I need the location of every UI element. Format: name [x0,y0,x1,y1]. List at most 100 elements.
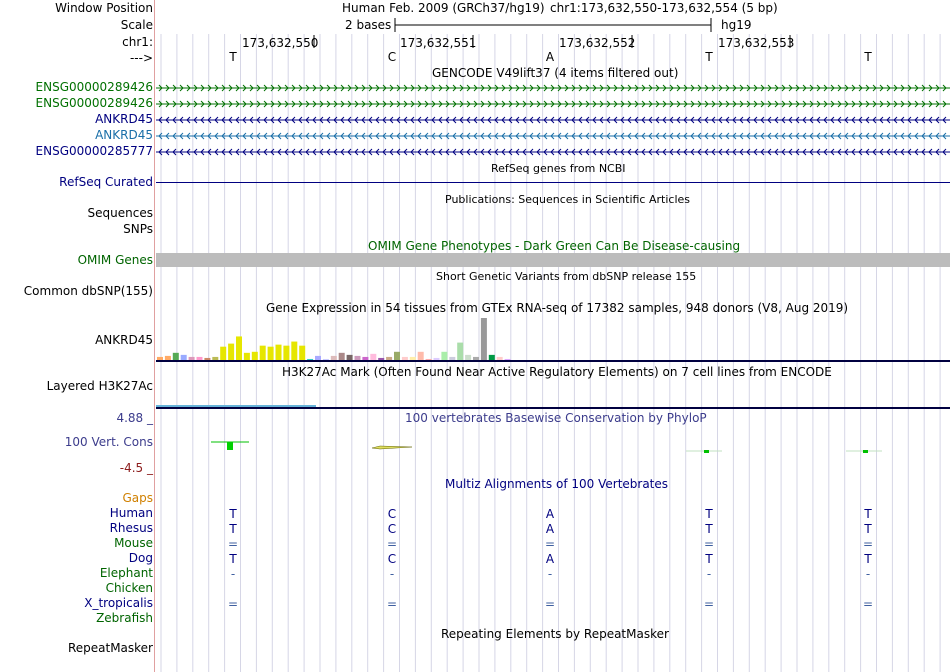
gtex-tissue-bar [267,346,274,360]
gtex-tissue-bar [283,345,290,360]
snps-label[interactable]: SNPs [123,222,153,236]
alignment-base: C [387,552,397,566]
species-label[interactable]: X_tropicalis [84,596,153,610]
ruler-tick-label: 173,632,550 [242,36,319,50]
gtex-tissue-bar [488,354,495,360]
dbsnp-label[interactable]: Common dbSNP(155) [23,284,153,298]
species-label[interactable]: Human [109,506,153,520]
scale-label: Scale [120,18,153,32]
browser-image[interactable] [156,0,950,672]
gene-label[interactable]: ENSG00000289426 [35,96,153,110]
gene-label[interactable]: ENSG00000285777 [35,144,153,158]
alignment-base: - [865,567,871,581]
gene-label[interactable]: ANKRD45 [95,128,153,142]
gene-label[interactable]: ENSG00000289426 [35,80,153,94]
gtex-tissue-bar [409,356,416,360]
repeatmasker-track-title[interactable]: Repeating Elements by RepeatMasker [441,627,669,641]
species-label[interactable]: Dog [128,551,153,565]
gtex-bar-chart[interactable] [156,316,950,362]
phylop-max: 4.88 _ [116,411,153,425]
species-label[interactable]: Rhesus [109,521,153,535]
gtex-tissue-bar [157,356,163,360]
gtex-tissue-bar [259,345,266,360]
alignment-base: = [227,537,239,551]
h3k27ac-label[interactable]: Layered H3K27Ac [46,379,153,393]
alignment-base: A [545,522,555,536]
alignment-base: - [547,567,553,581]
species-label[interactable]: Zebrafish [96,611,153,625]
publications-track-title[interactable]: Publications: Sequences in Scientific Ar… [445,193,690,206]
refseq-label[interactable]: RefSeq Curated [59,175,153,189]
species-label[interactable]: Mouse [114,536,153,550]
track-image-grid [160,34,941,672]
alignment-base: = [227,597,239,611]
alignment-base: T [864,522,872,536]
gtex-track-title[interactable]: Gene Expression in 54 tissues from GTEx … [266,301,849,315]
species-label[interactable]: Chicken [105,581,153,595]
gtex-tissue-bar [457,342,464,360]
gtex-tissue-bar [338,352,345,360]
ruler-tick-label: 173,632,551 [400,36,477,50]
phylop-track-title[interactable]: 100 vertebrates Basewise Conservation by… [405,411,707,425]
scale-bar [394,18,712,32]
gtex-tissue-bar [291,341,298,360]
ref-base: T [229,50,237,64]
alignment-base: T [705,552,713,566]
gtex-tissue-bar [496,356,503,360]
alignment-base: = [544,597,556,611]
gtex-tissue-bar [465,354,472,360]
gtex-tissue-bar [433,357,440,360]
gtex-tissue-bar [299,345,306,360]
gaps-label[interactable]: Gaps [122,491,153,505]
gtex-tissue-bar [307,358,314,360]
alignment-base: - [230,567,236,581]
sequences-label[interactable]: Sequences [87,206,153,220]
omim-track-title[interactable]: OMIM Gene Phenotypes - Dark Green Can Be… [368,239,741,253]
phylop-signal[interactable] [156,436,950,458]
scale-db: hg19 [721,18,752,32]
gene-label[interactable]: ANKRD45 [95,112,153,126]
refseq-feature-line[interactable] [156,182,950,183]
window-position-label: Window Position [55,1,153,15]
ref-base: A [545,50,555,64]
omim-gene-bar[interactable] [156,253,950,267]
ruler-ticks [313,35,791,48]
gtex-tissue-bar [378,357,385,360]
alignment-base: T [864,507,872,521]
omim-label[interactable]: OMIM Genes [77,253,153,267]
gtex-tissue-bar [386,356,393,360]
repeatmasker-label[interactable]: RepeatMasker [67,641,153,655]
alignment-base: - [706,567,712,581]
multiz-track-title[interactable]: Multiz Alignments of 100 Vertebrates [445,477,669,491]
gtex-tissue-bar [425,358,432,360]
gtex-tissue-bar [346,354,353,360]
gtex-tissue-bar [354,355,361,360]
species-label[interactable]: Elephant [99,566,153,580]
track-separator [156,360,950,362]
h3k27ac-signal[interactable] [156,405,316,407]
chr-label: chr1: [122,35,153,49]
alignment-base: C [387,507,397,521]
alignment-base: A [545,552,555,566]
gtex-tissue-bar [362,356,369,360]
alignment-base: = [386,537,398,551]
gtex-label[interactable]: ANKRD45 [95,333,153,347]
alignment-base: = [703,537,715,551]
gencode-track-title[interactable]: GENCODE V49lift37 (4 items filtered out) [432,66,679,80]
gtex-tissue-bar [196,356,203,360]
alignment-base: T [705,507,713,521]
dbsnp-track-title[interactable]: Short Genetic Variants from dbSNP releas… [436,270,697,283]
phylop-label[interactable]: 100 Vert. Cons [64,435,153,449]
h3k27ac-track-title[interactable]: H3K27Ac Mark (Often Found Near Active Re… [282,365,832,379]
ref-base: T [864,50,872,64]
gtex-tissue-bar [394,351,400,360]
assembly-title: Human Feb. 2009 (GRCh37/hg19) [342,1,545,15]
alignment-base: - [389,567,395,581]
gtex-tissue-bar [243,352,250,360]
gtex-tissue-bar [480,318,487,360]
refseq-track-title[interactable]: RefSeq genes from NCBI [491,162,626,175]
gencode-gene-features[interactable] [156,80,950,160]
ref-base: T [705,50,713,64]
gtex-tissue-bar [164,355,171,360]
gtex-tissue-bar [172,352,179,360]
